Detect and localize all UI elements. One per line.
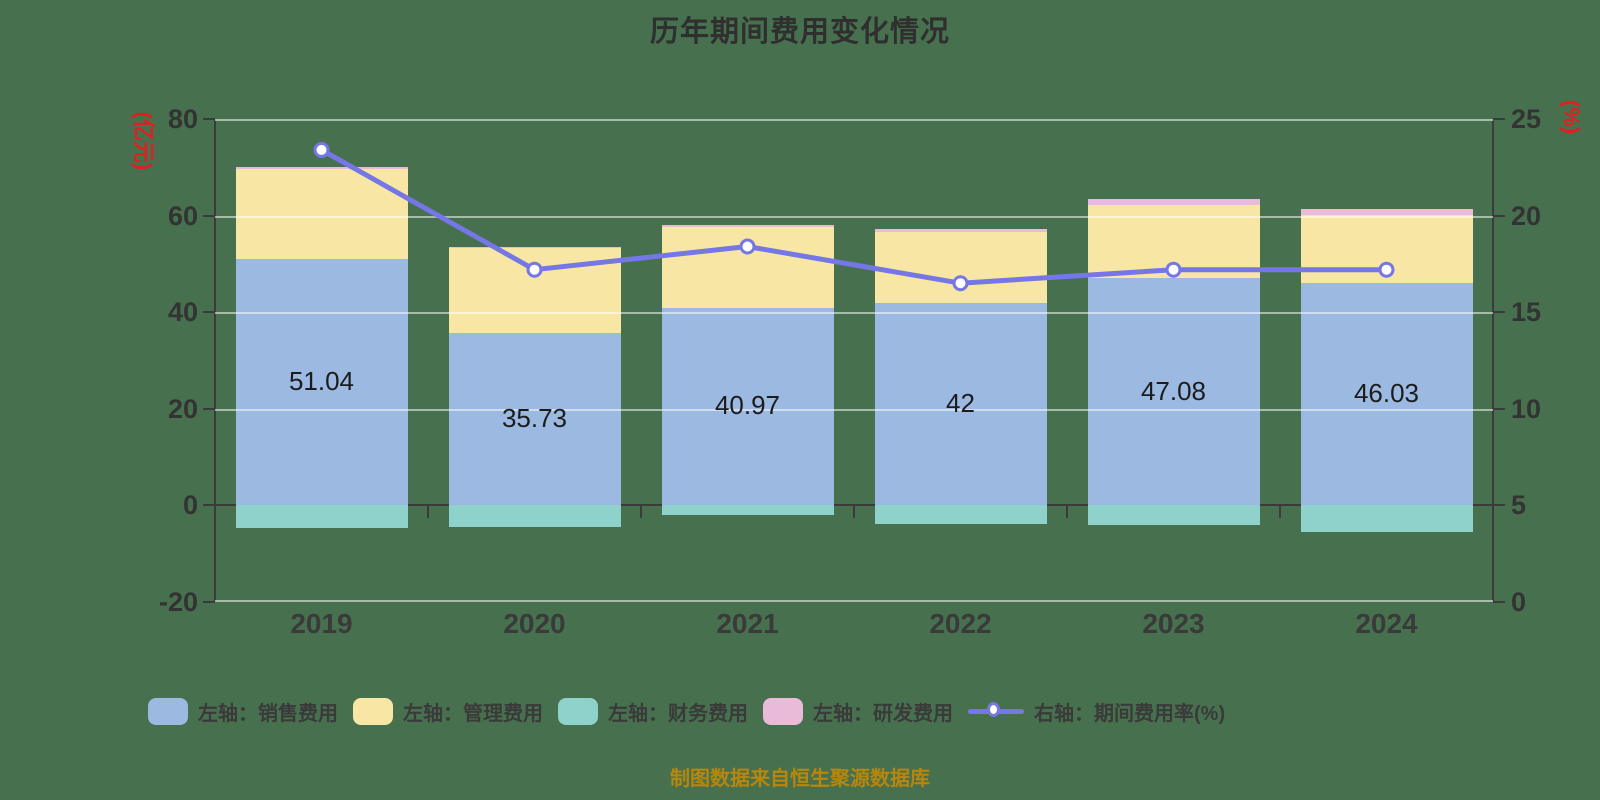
gridline-80 [215,119,1493,121]
legend-item-label: 左轴：管理费用 [403,703,543,725]
x-axis-boundary-tick [1279,505,1281,519]
data-source-note: 制图数据来自恒生聚源数据库 [670,768,930,790]
right-y-tick [1493,407,1505,410]
left-y-tick-label: 20 [167,393,198,424]
bar-value-label: 40.97 [714,390,781,421]
bar-segment-左轴：财务费用-2024 [1300,505,1473,532]
bar-segment-左轴：研发费用-2024 [1300,209,1473,215]
x-axis-boundary-tick [427,505,429,519]
left-y-tick [203,601,215,603]
legend: 左轴：销售费用 左轴：管理费用 左轴：财务费用 左轴：研发费用 右轴：期间费用率(%) [148,697,1225,726]
rate-line-marker-2020 [526,261,543,278]
bar-segment-左轴：销售费用-2019 [235,258,408,506]
left-y-tick [203,311,215,314]
bar-segment-左轴：财务费用-2020 [448,505,621,528]
bar-segment-左轴：研发费用-2020 [448,246,621,249]
right-y-tick [1493,601,1505,603]
left-y-tick [203,118,215,120]
gridline-60 [215,215,1493,218]
right-y-tick [1493,504,1505,507]
plot-area: 51.04 35.73 40.97 42 47.08 46.03 [215,119,1493,602]
x-category-label-2019: 2019 [290,608,353,639]
right-y-tick [1493,214,1505,217]
legend-item-label: 右轴：期间费用率(%) [1034,703,1226,725]
right-y-tick-label: 15 [1511,297,1542,328]
bar-segment-左轴：销售费用-2020 [448,332,621,506]
right-y-axis-line [1492,119,1494,602]
left-y-tick-label: 40 [167,297,198,328]
legend-item-4[interactable]: 右轴：期间费用率(%) [968,697,1225,726]
bar-value-label: 42 [946,387,975,418]
legend-swatch-icon [763,698,803,725]
left-y-tick [203,214,215,217]
x-category-label-2021: 2021 [716,608,779,639]
left-y-tick-label: 60 [167,200,198,231]
left-y-tick [203,504,215,507]
legend-item-2[interactable]: 左轴：财务费用 [558,697,748,726]
legend-item-label: 左轴：财务费用 [608,703,748,725]
legend-item-3[interactable]: 左轴：研发费用 [763,697,953,726]
right-y-tick-label: 20 [1511,200,1542,231]
bar-segment-左轴：销售费用-2024 [1300,283,1473,506]
rate-line-marker-2023 [1165,261,1182,278]
bar-segment-左轴：财务费用-2019 [235,505,408,528]
right-y-tick-label: 25 [1511,104,1542,134]
x-axis-boundary-tick [640,505,642,519]
x-category-label-2024: 2024 [1355,608,1418,639]
x-category-label-2020: 2020 [503,608,566,639]
x-axis-boundary-tick [1066,505,1068,519]
legend-swatch-icon [558,698,598,725]
left-y-tick-label: -20 [158,587,198,617]
right-y-tick-label: 10 [1511,393,1542,424]
rate-line-marker-2022 [952,275,969,292]
rate-line-marker-2024 [1378,261,1395,278]
right-y-tick [1493,311,1505,314]
left-y-tick-label: 0 [182,490,198,521]
rate-line-marker-2021 [739,238,756,255]
left-y-tick-label: 80 [167,104,198,134]
bar-segment-左轴：销售费用-2021 [661,307,834,506]
legend-item-label: 左轴：销售费用 [198,703,338,725]
gridline-40 [215,312,1493,315]
legend-line-marker-icon [968,698,1024,725]
right-y-tick [1493,118,1505,120]
legend-item-1[interactable]: 左轴：管理费用 [353,697,543,726]
legend-item-label: 左轴：研发费用 [813,703,953,725]
chart-title: 历年期间费用变化情况 [649,16,950,48]
bar-segment-左轴：研发费用-2023 [1087,199,1260,206]
x-axis-boundary-tick [853,505,855,519]
bar-segment-左轴：研发费用-2022 [874,228,1047,232]
gridline--20 [215,600,1493,602]
legend-item-0[interactable]: 左轴：销售费用 [148,697,338,726]
bar-segment-左轴：销售费用-2022 [874,302,1047,506]
bar-segment-左轴：财务费用-2022 [874,505,1047,524]
bar-segment-左轴：销售费用-2023 [1087,278,1260,506]
legend-swatch-icon [353,698,393,725]
x-category-label-2023: 2023 [1142,608,1205,639]
gridline-20 [215,408,1493,411]
bar-value-label: 35.73 [501,403,568,434]
rate-line-path [320,147,1387,286]
x-category-label-2022: 2022 [929,608,992,639]
legend-line-dot [987,702,1000,717]
right-y-tick-label: 0 [1511,587,1527,617]
legend-swatch-icon [148,698,188,725]
bar-segment-左轴：研发费用-2021 [661,224,834,227]
bar-segment-左轴：财务费用-2023 [1087,505,1260,525]
left-y-tick [203,407,215,410]
left-y-axis-line [214,119,216,602]
rate-line-series [313,141,1395,292]
bar-value-label: 46.03 [1353,378,1420,409]
bar-segment-左轴：研发费用-2019 [235,167,408,169]
bar-segment-左轴：财务费用-2021 [661,505,834,516]
bar-value-label: 47.08 [1140,375,1207,406]
right-y-tick-label: 5 [1511,490,1527,521]
rate-line-marker-2019 [313,141,330,158]
bar-value-label: 51.04 [288,366,355,397]
